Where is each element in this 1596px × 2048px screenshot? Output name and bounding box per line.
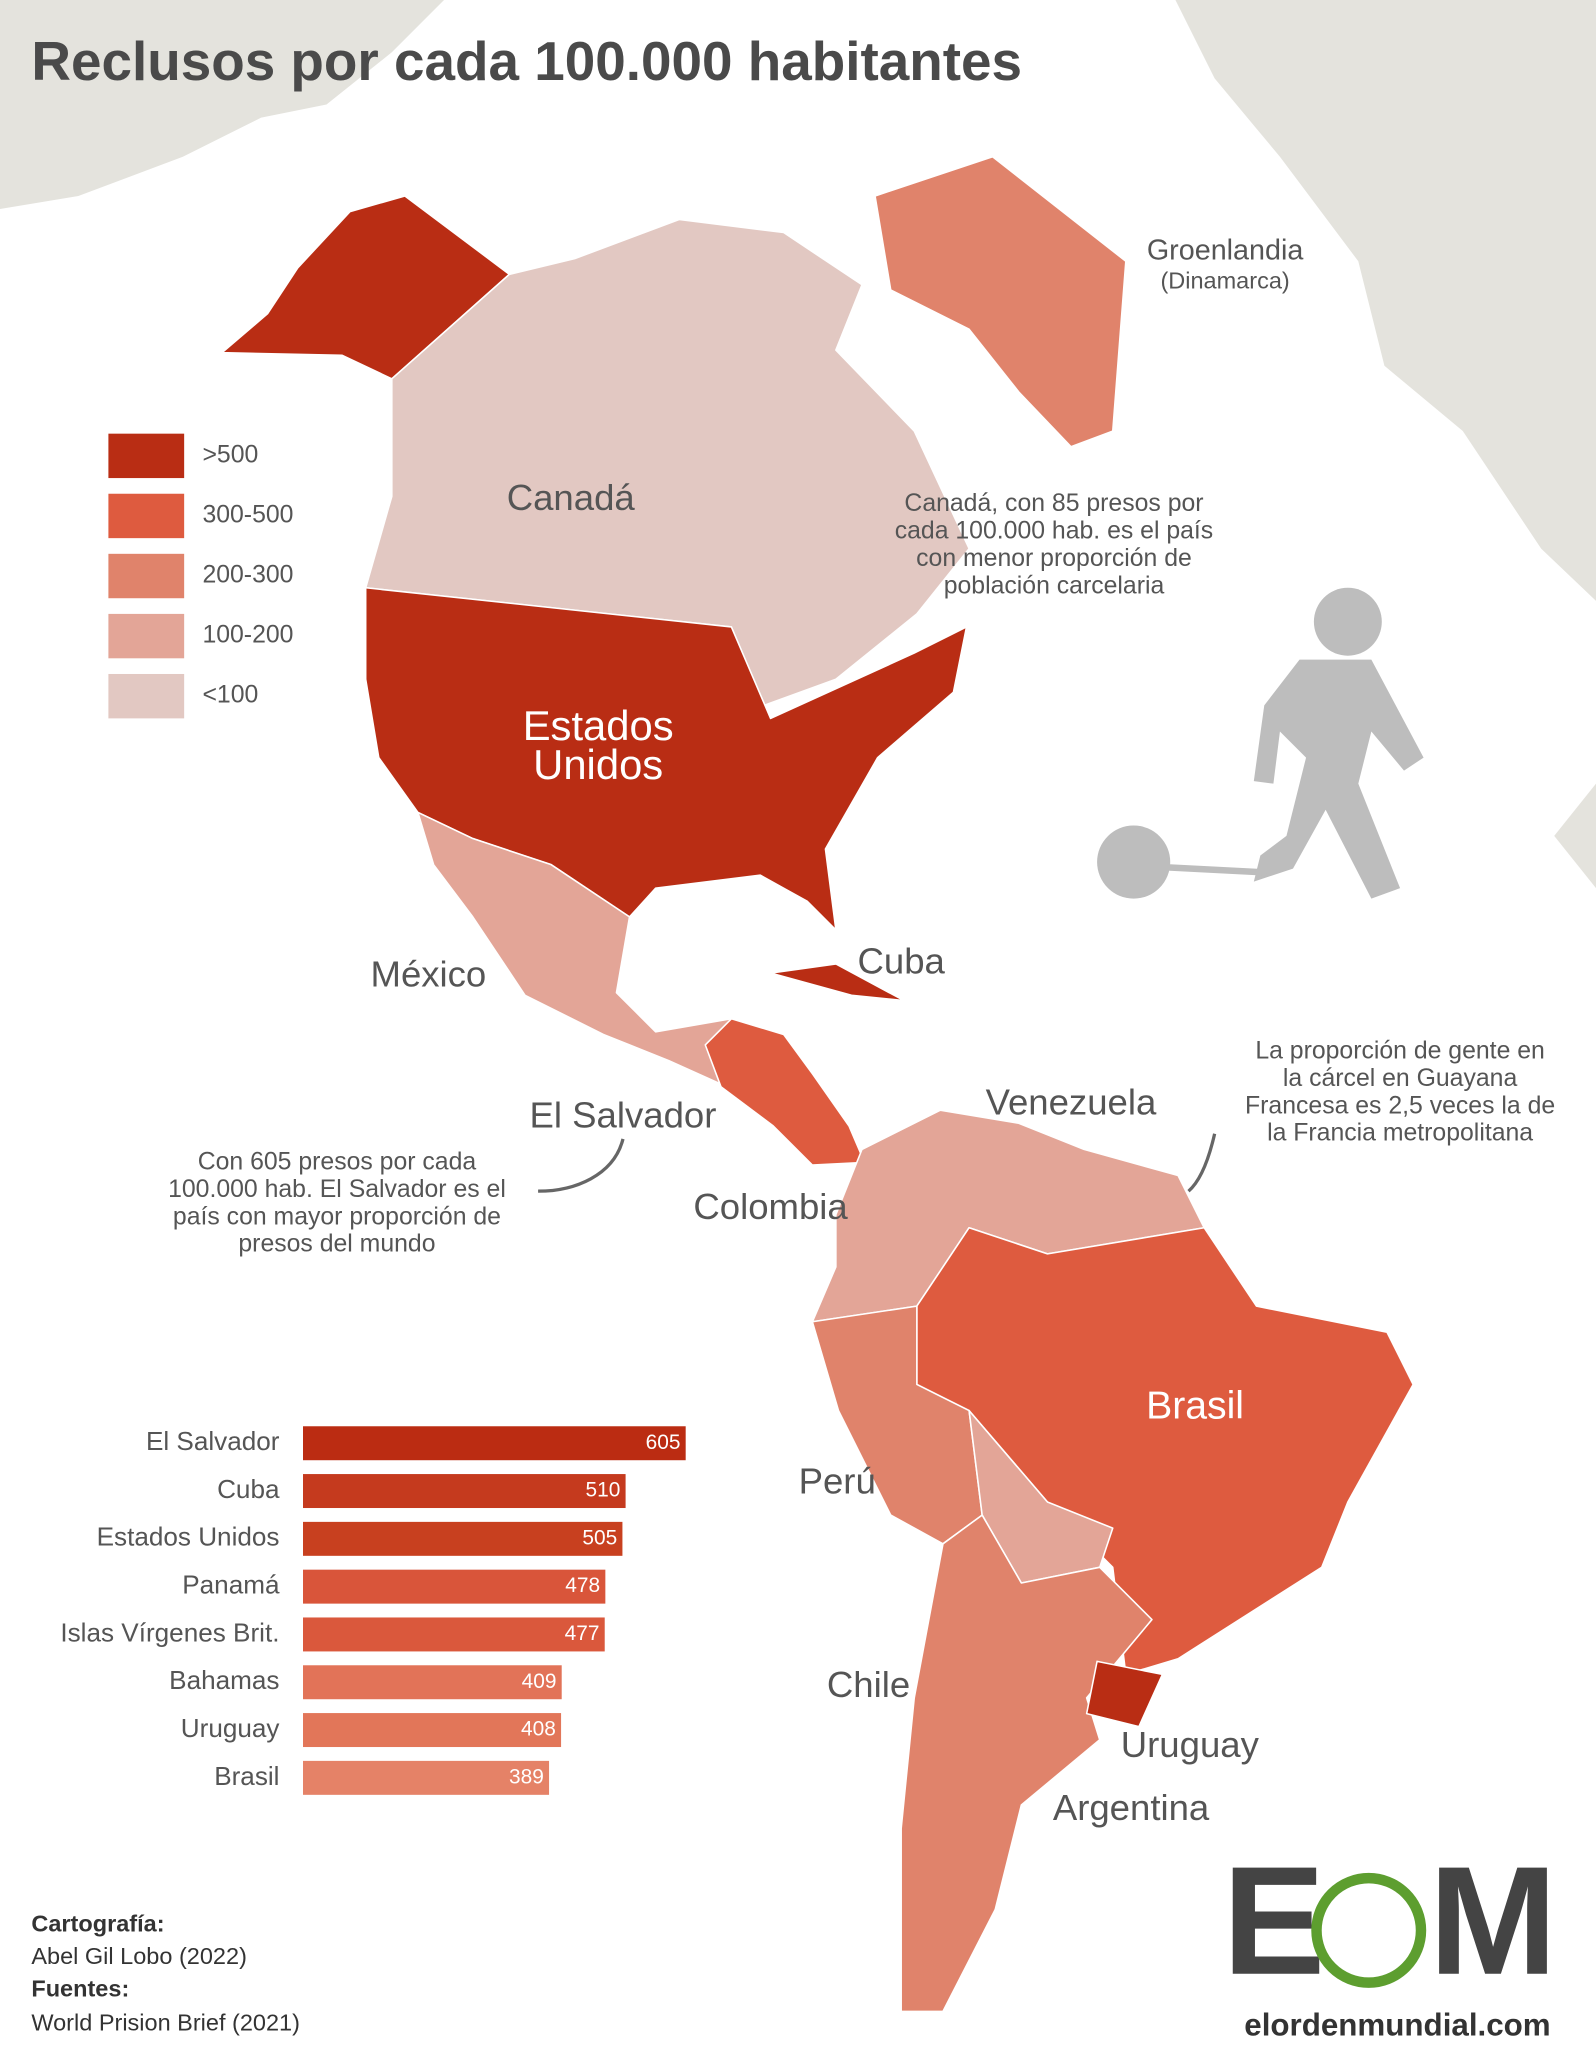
bar-chart: El Salvador 605 Cuba 510 Estados Unidos 505 Pa… bbox=[60, 1426, 686, 1795]
logo-site: elordenmundial.com bbox=[1244, 2007, 1550, 2042]
legend-label: <100 bbox=[202, 682, 258, 709]
bar bbox=[303, 1474, 626, 1509]
map-label: Brasil bbox=[1146, 1384, 1244, 1427]
bar-value: 605 bbox=[646, 1431, 681, 1454]
legend: >500 300-500 200-300 100-200 <100 bbox=[108, 433, 293, 719]
legend-label: 200-300 bbox=[202, 562, 293, 589]
bar bbox=[303, 1426, 686, 1461]
bar-value: 478 bbox=[565, 1574, 600, 1597]
map-label: México bbox=[371, 954, 487, 995]
text-line: Con 605 presos por cada bbox=[198, 1148, 477, 1175]
legend-swatch bbox=[108, 613, 185, 659]
bar-category: Estados Unidos bbox=[97, 1522, 280, 1552]
text-line: cada 100.000 hab. es el país bbox=[895, 517, 1213, 544]
bar-value: 409 bbox=[522, 1670, 557, 1693]
legend-swatch bbox=[108, 493, 185, 539]
legend-swatch bbox=[108, 433, 185, 479]
bar-value: 408 bbox=[521, 1718, 556, 1741]
chile-argentina bbox=[900, 1514, 1153, 2013]
connector bbox=[1187, 1133, 1217, 1193]
annotation: Con 605 presos por cada 100.000 hab. El S… bbox=[168, 1148, 506, 1257]
bar bbox=[303, 1665, 562, 1700]
map-label: Argentina bbox=[1053, 1787, 1210, 1828]
bar-category: Panamá bbox=[182, 1570, 280, 1600]
logo-ring bbox=[1311, 1872, 1427, 1988]
annotation: La proporción de gente en la cárcel en Gu… bbox=[1245, 1037, 1555, 1146]
bar-value: 510 bbox=[586, 1479, 621, 1502]
map bbox=[221, 155, 1414, 2013]
canada bbox=[364, 218, 970, 707]
legend-label: 300-500 bbox=[202, 501, 293, 528]
map-label: Chile bbox=[827, 1664, 910, 1705]
map-label: Colombia bbox=[693, 1186, 848, 1227]
text-line: Francesa es 2,5 veces la de bbox=[1245, 1092, 1555, 1119]
bar-value: 505 bbox=[582, 1526, 617, 1549]
background-land bbox=[0, 0, 1596, 889]
credit-heading: Fuentes: bbox=[31, 1976, 129, 2002]
connector bbox=[538, 1138, 625, 1193]
cuba bbox=[769, 963, 905, 1002]
map-label: Canadá bbox=[507, 477, 636, 518]
bar-category: Cuba bbox=[217, 1474, 280, 1504]
bar bbox=[303, 1521, 623, 1556]
credit: Abel Gil Lobo (2022) bbox=[31, 1943, 247, 1969]
uruguay bbox=[1085, 1660, 1164, 1728]
bar bbox=[303, 1713, 562, 1748]
legend-swatch bbox=[108, 673, 185, 719]
text-line: Canadá, con 85 presos por bbox=[904, 490, 1203, 517]
credit-heading: Cartografía: bbox=[31, 1910, 164, 1936]
bar-category: Uruguay bbox=[181, 1713, 280, 1743]
bar-category: Bahamas bbox=[169, 1665, 279, 1695]
map-label: Groenlandia bbox=[1147, 235, 1303, 267]
bar-category: Islas Vírgenes Brit. bbox=[60, 1617, 279, 1647]
text-line: presos del mundo bbox=[238, 1230, 435, 1257]
bar bbox=[303, 1617, 605, 1652]
legend-swatch bbox=[108, 553, 185, 599]
logo-letter: M bbox=[1429, 1834, 1557, 2007]
bar-category: Brasil bbox=[214, 1761, 279, 1791]
text-line: la cárcel en Guayana bbox=[1283, 1064, 1518, 1091]
map-label: Cuba bbox=[857, 941, 945, 982]
text-line: la Francia metropolitana bbox=[1267, 1119, 1533, 1146]
text-line: Estados bbox=[523, 702, 674, 749]
bar-value: 477 bbox=[565, 1622, 600, 1645]
bar bbox=[303, 1760, 550, 1795]
prisoner-icon bbox=[1097, 587, 1424, 899]
text-line: Unidos bbox=[533, 741, 663, 788]
text-line: población carcelaria bbox=[944, 572, 1165, 599]
legend-label: 100-200 bbox=[202, 622, 293, 649]
credit: World Prision Brief (2021) bbox=[31, 2010, 300, 2036]
map-label: Uruguay bbox=[1121, 1724, 1260, 1765]
logo-letter: E bbox=[1222, 1834, 1325, 2007]
legend-label: >500 bbox=[202, 441, 258, 468]
bar-category: El Salvador bbox=[146, 1426, 280, 1456]
map-label: (Dinamarca) bbox=[1160, 267, 1289, 293]
central-america bbox=[704, 1017, 866, 1166]
map-label: Venezuela bbox=[986, 1082, 1157, 1123]
annotation: Canadá, con 85 presos por cada 100.000 ha… bbox=[895, 490, 1213, 599]
map-label: Estados Unidos bbox=[523, 702, 674, 788]
text-line: 100.000 hab. El Salvador es el bbox=[168, 1175, 506, 1202]
text-line: con menor proporción de bbox=[916, 545, 1192, 572]
bar-value: 389 bbox=[509, 1765, 544, 1788]
text-line: país con mayor proporción de bbox=[173, 1203, 501, 1230]
logo: E M elordenmundial.com bbox=[1222, 1834, 1557, 2043]
text-line: La proporción de gente en bbox=[1255, 1037, 1545, 1064]
greenland bbox=[874, 155, 1127, 448]
map-label: Perú bbox=[799, 1460, 876, 1501]
bar bbox=[303, 1569, 606, 1604]
title: Reclusos por cada 100.000 habitantes bbox=[31, 30, 1022, 92]
map-label: El Salvador bbox=[530, 1095, 717, 1136]
